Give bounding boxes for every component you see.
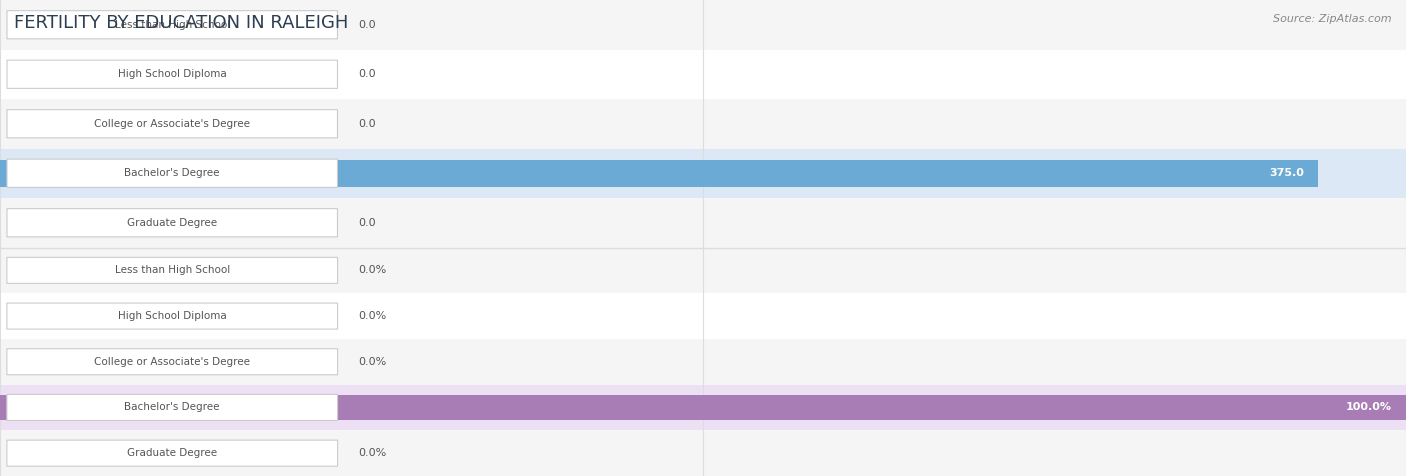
Bar — [0, 50, 1406, 99]
FancyBboxPatch shape — [7, 159, 337, 188]
Text: FERTILITY BY EDUCATION IN RALEIGH: FERTILITY BY EDUCATION IN RALEIGH — [14, 14, 349, 32]
Bar — [0, 149, 1406, 198]
Bar — [0, 339, 1406, 385]
Bar — [0, 395, 1406, 420]
FancyBboxPatch shape — [7, 109, 337, 138]
Text: Bachelor's Degree: Bachelor's Degree — [125, 168, 219, 178]
FancyBboxPatch shape — [7, 258, 337, 283]
Text: Graduate Degree: Graduate Degree — [127, 448, 218, 458]
Text: Graduate Degree: Graduate Degree — [127, 218, 218, 228]
Text: 100.0%: 100.0% — [1346, 402, 1392, 413]
Text: 0.0: 0.0 — [359, 218, 377, 228]
Bar — [0, 385, 1406, 430]
Bar — [0, 159, 1319, 187]
Bar — [0, 198, 1406, 248]
Text: High School Diploma: High School Diploma — [118, 69, 226, 79]
FancyBboxPatch shape — [7, 10, 337, 39]
Bar — [0, 0, 1406, 50]
FancyBboxPatch shape — [7, 303, 337, 329]
FancyBboxPatch shape — [7, 349, 337, 375]
FancyBboxPatch shape — [7, 440, 337, 466]
Bar — [0, 293, 1406, 339]
Text: 0.0%: 0.0% — [359, 357, 387, 367]
Text: 0.0: 0.0 — [359, 69, 377, 79]
Bar — [0, 248, 1406, 293]
FancyBboxPatch shape — [7, 208, 337, 237]
Text: 0.0: 0.0 — [359, 20, 377, 30]
Text: 0.0%: 0.0% — [359, 311, 387, 321]
FancyBboxPatch shape — [7, 395, 337, 420]
Text: 0.0: 0.0 — [359, 119, 377, 129]
FancyBboxPatch shape — [7, 60, 337, 89]
Text: Source: ZipAtlas.com: Source: ZipAtlas.com — [1274, 14, 1392, 24]
Text: 0.0%: 0.0% — [359, 448, 387, 458]
Bar — [0, 430, 1406, 476]
Bar — [0, 99, 1406, 149]
Text: Less than High School: Less than High School — [115, 265, 229, 276]
Text: 375.0: 375.0 — [1270, 168, 1305, 178]
Text: Less than High School: Less than High School — [115, 20, 229, 30]
Text: 0.0%: 0.0% — [359, 265, 387, 276]
Text: High School Diploma: High School Diploma — [118, 311, 226, 321]
Text: College or Associate's Degree: College or Associate's Degree — [94, 357, 250, 367]
Text: Bachelor's Degree: Bachelor's Degree — [125, 402, 219, 413]
Text: College or Associate's Degree: College or Associate's Degree — [94, 119, 250, 129]
